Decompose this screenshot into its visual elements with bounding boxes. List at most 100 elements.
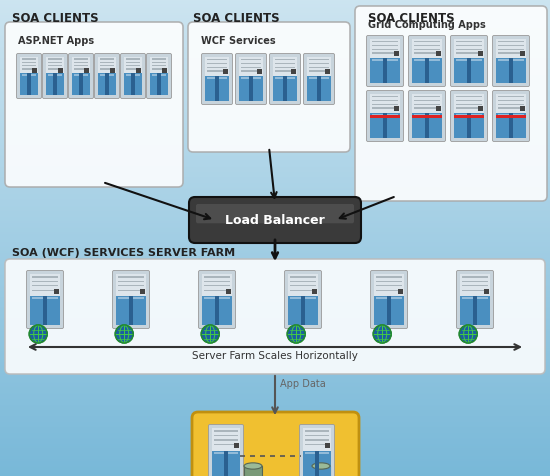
Bar bbox=[0, 253, 550, 255]
Bar bbox=[0, 301, 550, 302]
Bar bbox=[0, 69, 550, 70]
Bar bbox=[0, 53, 550, 54]
Bar bbox=[0, 394, 550, 395]
Bar bbox=[234, 443, 239, 448]
Bar bbox=[372, 53, 398, 54]
Bar bbox=[100, 69, 114, 70]
Bar bbox=[0, 133, 550, 134]
Bar bbox=[0, 142, 550, 143]
Bar bbox=[0, 369, 550, 370]
Bar bbox=[0, 219, 550, 220]
FancyBboxPatch shape bbox=[199, 271, 235, 329]
Bar bbox=[0, 20, 550, 21]
Bar bbox=[20, 58, 38, 76]
Bar bbox=[0, 16, 550, 17]
Bar bbox=[0, 352, 550, 353]
Bar bbox=[157, 74, 161, 96]
Bar bbox=[0, 351, 550, 352]
Bar bbox=[0, 372, 550, 373]
Bar bbox=[0, 239, 550, 240]
Bar bbox=[496, 114, 526, 139]
Bar bbox=[32, 69, 37, 73]
Text: Load Balancer: Load Balancer bbox=[225, 214, 325, 227]
Bar bbox=[0, 184, 550, 185]
Bar bbox=[0, 80, 550, 81]
Bar bbox=[0, 395, 550, 396]
Bar bbox=[0, 355, 550, 356]
Bar bbox=[0, 134, 550, 135]
Bar bbox=[0, 431, 550, 432]
Bar bbox=[0, 104, 550, 105]
Bar bbox=[0, 299, 550, 300]
FancyBboxPatch shape bbox=[304, 54, 334, 105]
Bar bbox=[0, 388, 550, 389]
Bar bbox=[118, 298, 144, 300]
Bar bbox=[0, 225, 550, 226]
Bar bbox=[0, 436, 550, 437]
Bar bbox=[0, 218, 550, 219]
Bar bbox=[74, 66, 88, 67]
Bar bbox=[0, 89, 550, 90]
Bar bbox=[0, 52, 550, 53]
Bar bbox=[305, 439, 329, 441]
Bar bbox=[0, 43, 550, 44]
Bar bbox=[0, 187, 550, 188]
Bar bbox=[27, 74, 31, 96]
Bar bbox=[498, 97, 524, 98]
Bar bbox=[152, 62, 166, 64]
Bar bbox=[116, 297, 146, 325]
Bar bbox=[376, 277, 402, 278]
Bar bbox=[0, 152, 550, 153]
Bar bbox=[0, 115, 550, 116]
Bar bbox=[456, 104, 482, 106]
Bar bbox=[126, 75, 140, 77]
Bar bbox=[0, 241, 550, 242]
Bar bbox=[0, 281, 550, 282]
Bar bbox=[0, 368, 550, 369]
Bar bbox=[241, 71, 261, 72]
Bar bbox=[0, 76, 550, 77]
Bar bbox=[0, 162, 550, 163]
Bar bbox=[0, 265, 550, 266]
Bar bbox=[0, 376, 550, 377]
Bar bbox=[309, 68, 329, 69]
Bar bbox=[46, 74, 64, 96]
Bar bbox=[309, 60, 329, 61]
Bar bbox=[283, 77, 287, 102]
Bar bbox=[0, 384, 550, 385]
Bar bbox=[100, 75, 114, 77]
Bar bbox=[0, 282, 550, 283]
Bar bbox=[0, 215, 550, 216]
FancyBboxPatch shape bbox=[270, 54, 300, 105]
Bar bbox=[456, 97, 482, 98]
Bar bbox=[0, 18, 550, 19]
Bar bbox=[0, 8, 550, 9]
Bar bbox=[0, 48, 550, 49]
Bar bbox=[207, 68, 227, 69]
Bar bbox=[291, 70, 296, 75]
Circle shape bbox=[115, 325, 133, 343]
Bar bbox=[307, 58, 331, 78]
Bar bbox=[48, 75, 62, 77]
Bar bbox=[412, 40, 442, 60]
Bar bbox=[0, 74, 550, 75]
Bar bbox=[301, 297, 305, 325]
Bar bbox=[0, 217, 550, 218]
Bar bbox=[0, 92, 550, 93]
Bar bbox=[394, 107, 399, 112]
Bar bbox=[207, 78, 227, 80]
Bar bbox=[496, 40, 526, 60]
Bar bbox=[0, 109, 550, 110]
Bar bbox=[0, 311, 550, 312]
Bar bbox=[241, 78, 261, 80]
Bar bbox=[0, 246, 550, 247]
Bar bbox=[0, 278, 550, 279]
Bar bbox=[462, 286, 488, 287]
Bar bbox=[0, 86, 550, 87]
Bar bbox=[0, 296, 550, 297]
Bar bbox=[0, 237, 550, 238]
FancyBboxPatch shape bbox=[366, 91, 404, 142]
Bar bbox=[0, 421, 550, 422]
Bar bbox=[0, 464, 550, 465]
Bar bbox=[131, 74, 135, 96]
